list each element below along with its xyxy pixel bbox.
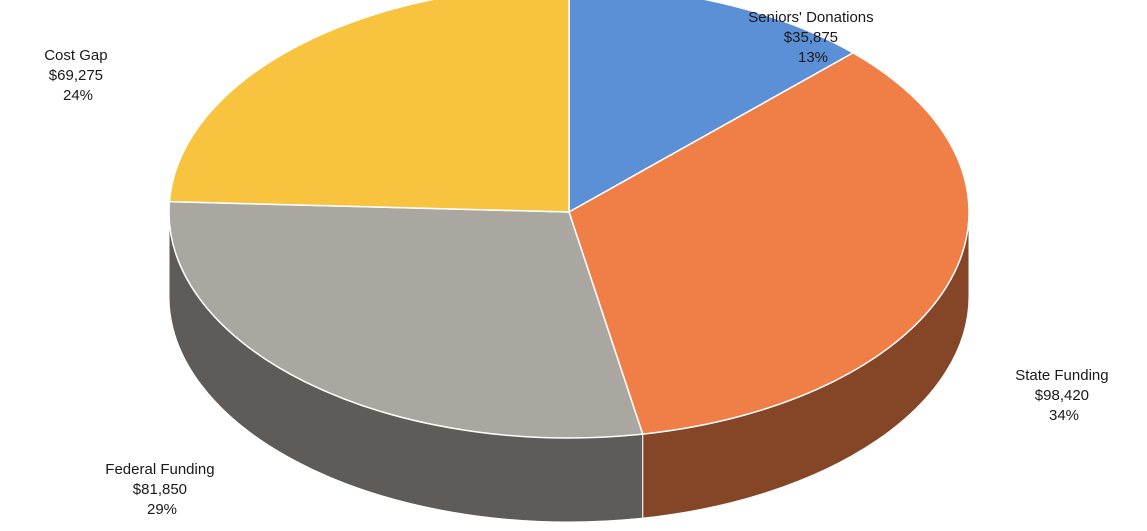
slice-seniors-donations bbox=[568, 0, 854, 213]
slice-cost-gap bbox=[168, 0, 570, 213]
slice-federal-funding bbox=[168, 200, 644, 439]
slice-label-seniors-donations: Seniors' Donations $35,875 13% bbox=[748, 9, 878, 66]
slice-label-federal-funding: Federal Funding $81,850 29% bbox=[105, 461, 218, 518]
slice-value: $81,850 bbox=[133, 481, 187, 498]
slice-label-cost-gap: Cost Gap $69,275 24% bbox=[44, 47, 112, 104]
slice-state-funding bbox=[568, 52, 970, 435]
slice-percent: 34% bbox=[1049, 407, 1079, 424]
slice-label-state-funding: State Funding $98,420 34% bbox=[1015, 367, 1113, 424]
slice-value: $98,420 bbox=[1035, 387, 1089, 404]
slice-name: Cost Gap bbox=[44, 47, 107, 64]
slice-percent: 13% bbox=[798, 49, 828, 66]
slice-name: State Funding bbox=[1015, 367, 1108, 384]
slice-percent: 24% bbox=[63, 87, 93, 104]
slice-percent: 29% bbox=[147, 501, 177, 518]
slice-value: $35,875 bbox=[784, 29, 838, 46]
slice-name: Seniors' Donations bbox=[748, 9, 873, 26]
slice-value: $69,275 bbox=[49, 67, 103, 84]
pie-tops bbox=[168, 0, 970, 439]
slice-name: Federal Funding bbox=[105, 461, 214, 478]
